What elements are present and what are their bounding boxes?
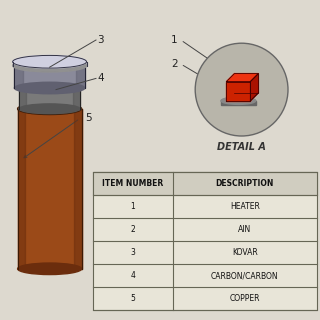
Bar: [12, 62, 86, 66]
Bar: [93, 172, 317, 195]
Ellipse shape: [221, 97, 256, 104]
Text: HEATER: HEATER: [230, 202, 260, 211]
Bar: [14, 66, 85, 88]
Text: 5: 5: [130, 294, 135, 303]
Text: 4: 4: [130, 271, 135, 280]
Text: 2: 2: [171, 59, 178, 69]
Text: 3: 3: [130, 248, 135, 257]
Polygon shape: [227, 74, 259, 82]
Polygon shape: [221, 101, 256, 105]
Polygon shape: [73, 88, 80, 109]
Bar: [93, 172, 317, 310]
Polygon shape: [227, 82, 250, 101]
Polygon shape: [250, 74, 259, 101]
Ellipse shape: [14, 82, 85, 94]
Text: 5: 5: [85, 113, 92, 124]
Text: 3: 3: [98, 35, 104, 45]
Ellipse shape: [18, 103, 82, 115]
Polygon shape: [18, 109, 25, 269]
Text: 1: 1: [171, 35, 178, 45]
Text: 2: 2: [131, 225, 135, 234]
Polygon shape: [74, 109, 82, 269]
Text: 4: 4: [98, 73, 104, 84]
Ellipse shape: [19, 83, 80, 93]
Ellipse shape: [221, 97, 256, 104]
Polygon shape: [12, 62, 21, 66]
Ellipse shape: [18, 263, 82, 275]
Text: DESCRIPTION: DESCRIPTION: [216, 179, 274, 188]
Ellipse shape: [12, 59, 86, 72]
Polygon shape: [14, 66, 23, 88]
Text: ITEM NUMBER: ITEM NUMBER: [102, 179, 164, 188]
Bar: [19, 88, 80, 109]
Polygon shape: [76, 66, 85, 88]
Text: DETAIL A: DETAIL A: [217, 142, 266, 152]
Text: CARBON/CARBON: CARBON/CARBON: [211, 271, 279, 280]
Polygon shape: [78, 62, 86, 66]
Polygon shape: [19, 88, 27, 109]
Ellipse shape: [19, 104, 80, 114]
Text: COPPER: COPPER: [229, 294, 260, 303]
Circle shape: [195, 43, 288, 136]
Text: KOVAR: KOVAR: [232, 248, 258, 257]
Ellipse shape: [12, 55, 86, 68]
Bar: [18, 109, 82, 269]
Text: 1: 1: [131, 202, 135, 211]
Ellipse shape: [14, 60, 85, 71]
Text: AIN: AIN: [238, 225, 252, 234]
